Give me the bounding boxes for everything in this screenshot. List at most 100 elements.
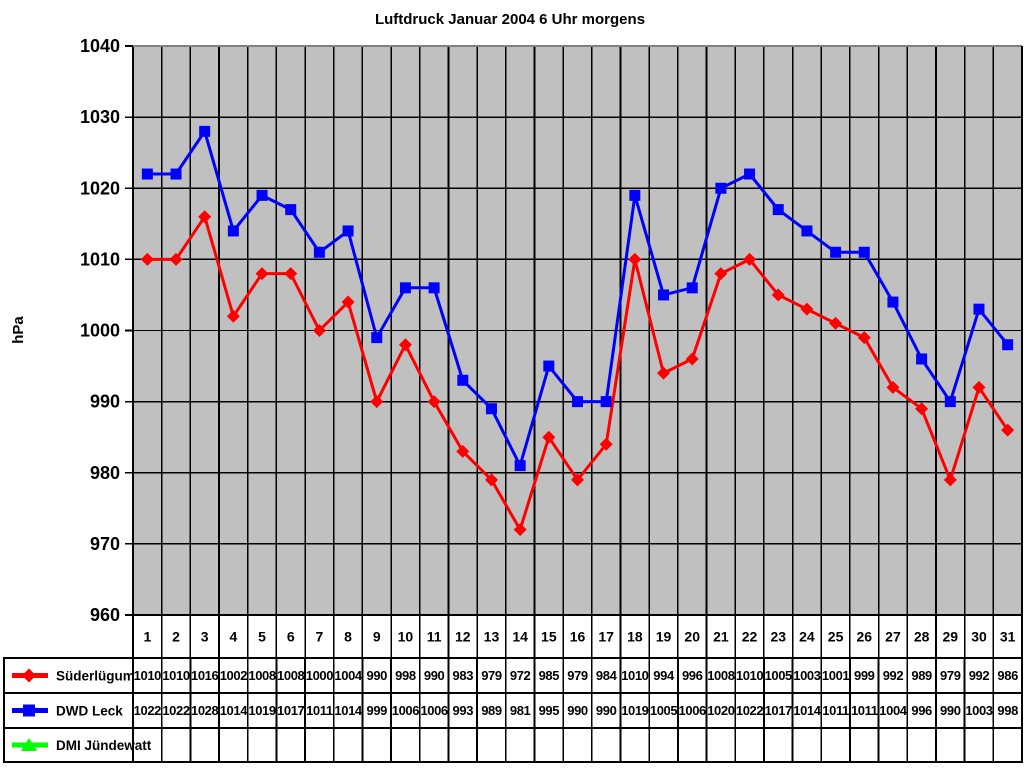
series-marker [428, 282, 440, 294]
series-marker [801, 225, 813, 237]
table-value: 999 [854, 668, 875, 683]
table-value: 1022 [134, 703, 161, 718]
table-value: 993 [453, 703, 474, 718]
y-tick-label: 1000 [80, 321, 120, 341]
table-value: 1010 [736, 668, 763, 683]
series-marker [1002, 339, 1014, 351]
table-value: 1008 [707, 668, 734, 683]
series-marker [456, 444, 470, 458]
series-marker [427, 395, 441, 409]
table-value: 979 [481, 668, 502, 683]
series-marker [685, 352, 699, 366]
x-day-label: 7 [316, 629, 324, 645]
series-marker [944, 396, 956, 408]
x-day-label: 24 [799, 629, 815, 645]
legend-marker [21, 738, 37, 751]
table-value: 1004 [334, 668, 362, 683]
table-value: 994 [653, 668, 675, 683]
x-day-label: 9 [373, 629, 381, 645]
table-value: 990 [940, 703, 961, 718]
table-value: 1008 [248, 668, 275, 683]
x-day-label: 27 [885, 629, 901, 645]
legend-key-triangle-icon [12, 738, 48, 751]
x-day-label: 13 [484, 629, 500, 645]
series-marker [169, 252, 183, 266]
table-value: 1005 [650, 703, 677, 718]
x-day-label: 21 [713, 629, 729, 645]
series-marker [572, 396, 583, 408]
series-marker [542, 430, 556, 444]
x-day-label: 2 [172, 629, 180, 645]
x-day-label: 18 [627, 629, 643, 645]
legend-label: DMI Jündewatt [56, 738, 152, 753]
x-day-label: 11 [427, 629, 442, 645]
x-day-label: 3 [201, 629, 209, 645]
legend-key-square-icon [12, 704, 48, 717]
series-marker [342, 225, 354, 237]
x-day-label: 28 [914, 629, 930, 645]
series-marker [227, 225, 239, 237]
series-marker [599, 437, 613, 451]
x-day-label: 30 [971, 629, 987, 645]
series-marker [887, 296, 899, 308]
series-marker [312, 324, 326, 337]
series-marker [830, 246, 842, 258]
series-marker [485, 403, 497, 415]
series-marker [600, 396, 612, 408]
table-value: 984 [596, 668, 618, 683]
y-tick-label: 1040 [80, 36, 120, 56]
series-marker [170, 168, 182, 180]
series-marker [744, 168, 756, 180]
series-marker [226, 309, 240, 323]
legend-label: DWD Leck [56, 704, 123, 719]
table-value: 998 [395, 668, 416, 683]
series-marker [141, 168, 153, 180]
series-marker [916, 353, 928, 365]
table-value: 995 [539, 703, 560, 718]
table-value: 996 [911, 703, 932, 718]
table-value: 1017 [277, 703, 304, 718]
table-value: 983 [453, 668, 474, 683]
series-marker [657, 366, 671, 380]
table-value: 990 [367, 668, 388, 683]
table-value: 979 [567, 668, 588, 683]
table-value: 1006 [679, 703, 706, 718]
series-marker [829, 316, 843, 330]
table-value: 1004 [879, 703, 907, 718]
table-value: 972 [510, 668, 531, 683]
y-tick-label: 1010 [80, 249, 120, 269]
series-marker [399, 282, 411, 294]
table-value: 1000 [306, 668, 333, 683]
legend-label: Süderlügum [56, 669, 135, 684]
table-value: 986 [997, 668, 1018, 683]
table-value: 992 [969, 668, 990, 683]
table-value: 1014 [220, 703, 248, 718]
series-marker [658, 289, 670, 301]
x-day-label: 8 [344, 629, 352, 645]
series-marker [513, 523, 527, 537]
table-value: 1017 [765, 703, 792, 718]
table-value: 1010 [162, 668, 189, 683]
series-marker [886, 380, 900, 394]
table-value: 1010 [621, 668, 648, 683]
series-marker [743, 252, 757, 266]
y-tick-label: 1020 [80, 178, 120, 198]
table-value: 1020 [707, 703, 734, 718]
x-day-label: 15 [541, 629, 557, 645]
x-day-label: 1 [143, 629, 151, 645]
y-tick-label: 990 [90, 392, 120, 412]
table-value: 1010 [134, 668, 161, 683]
table-value: 1011 [822, 703, 849, 718]
table-value: 1001 [822, 668, 849, 683]
table-value: 1022 [162, 703, 189, 718]
table-value: 1028 [191, 703, 218, 718]
y-tick-label: 970 [90, 534, 120, 554]
table-value: 1008 [277, 668, 304, 683]
table-value: 1022 [736, 703, 763, 718]
series-marker [571, 473, 584, 487]
table-value: 1002 [220, 668, 247, 683]
table-value: 989 [481, 703, 502, 718]
table-value: 992 [883, 668, 904, 683]
legend-marker [23, 704, 35, 717]
